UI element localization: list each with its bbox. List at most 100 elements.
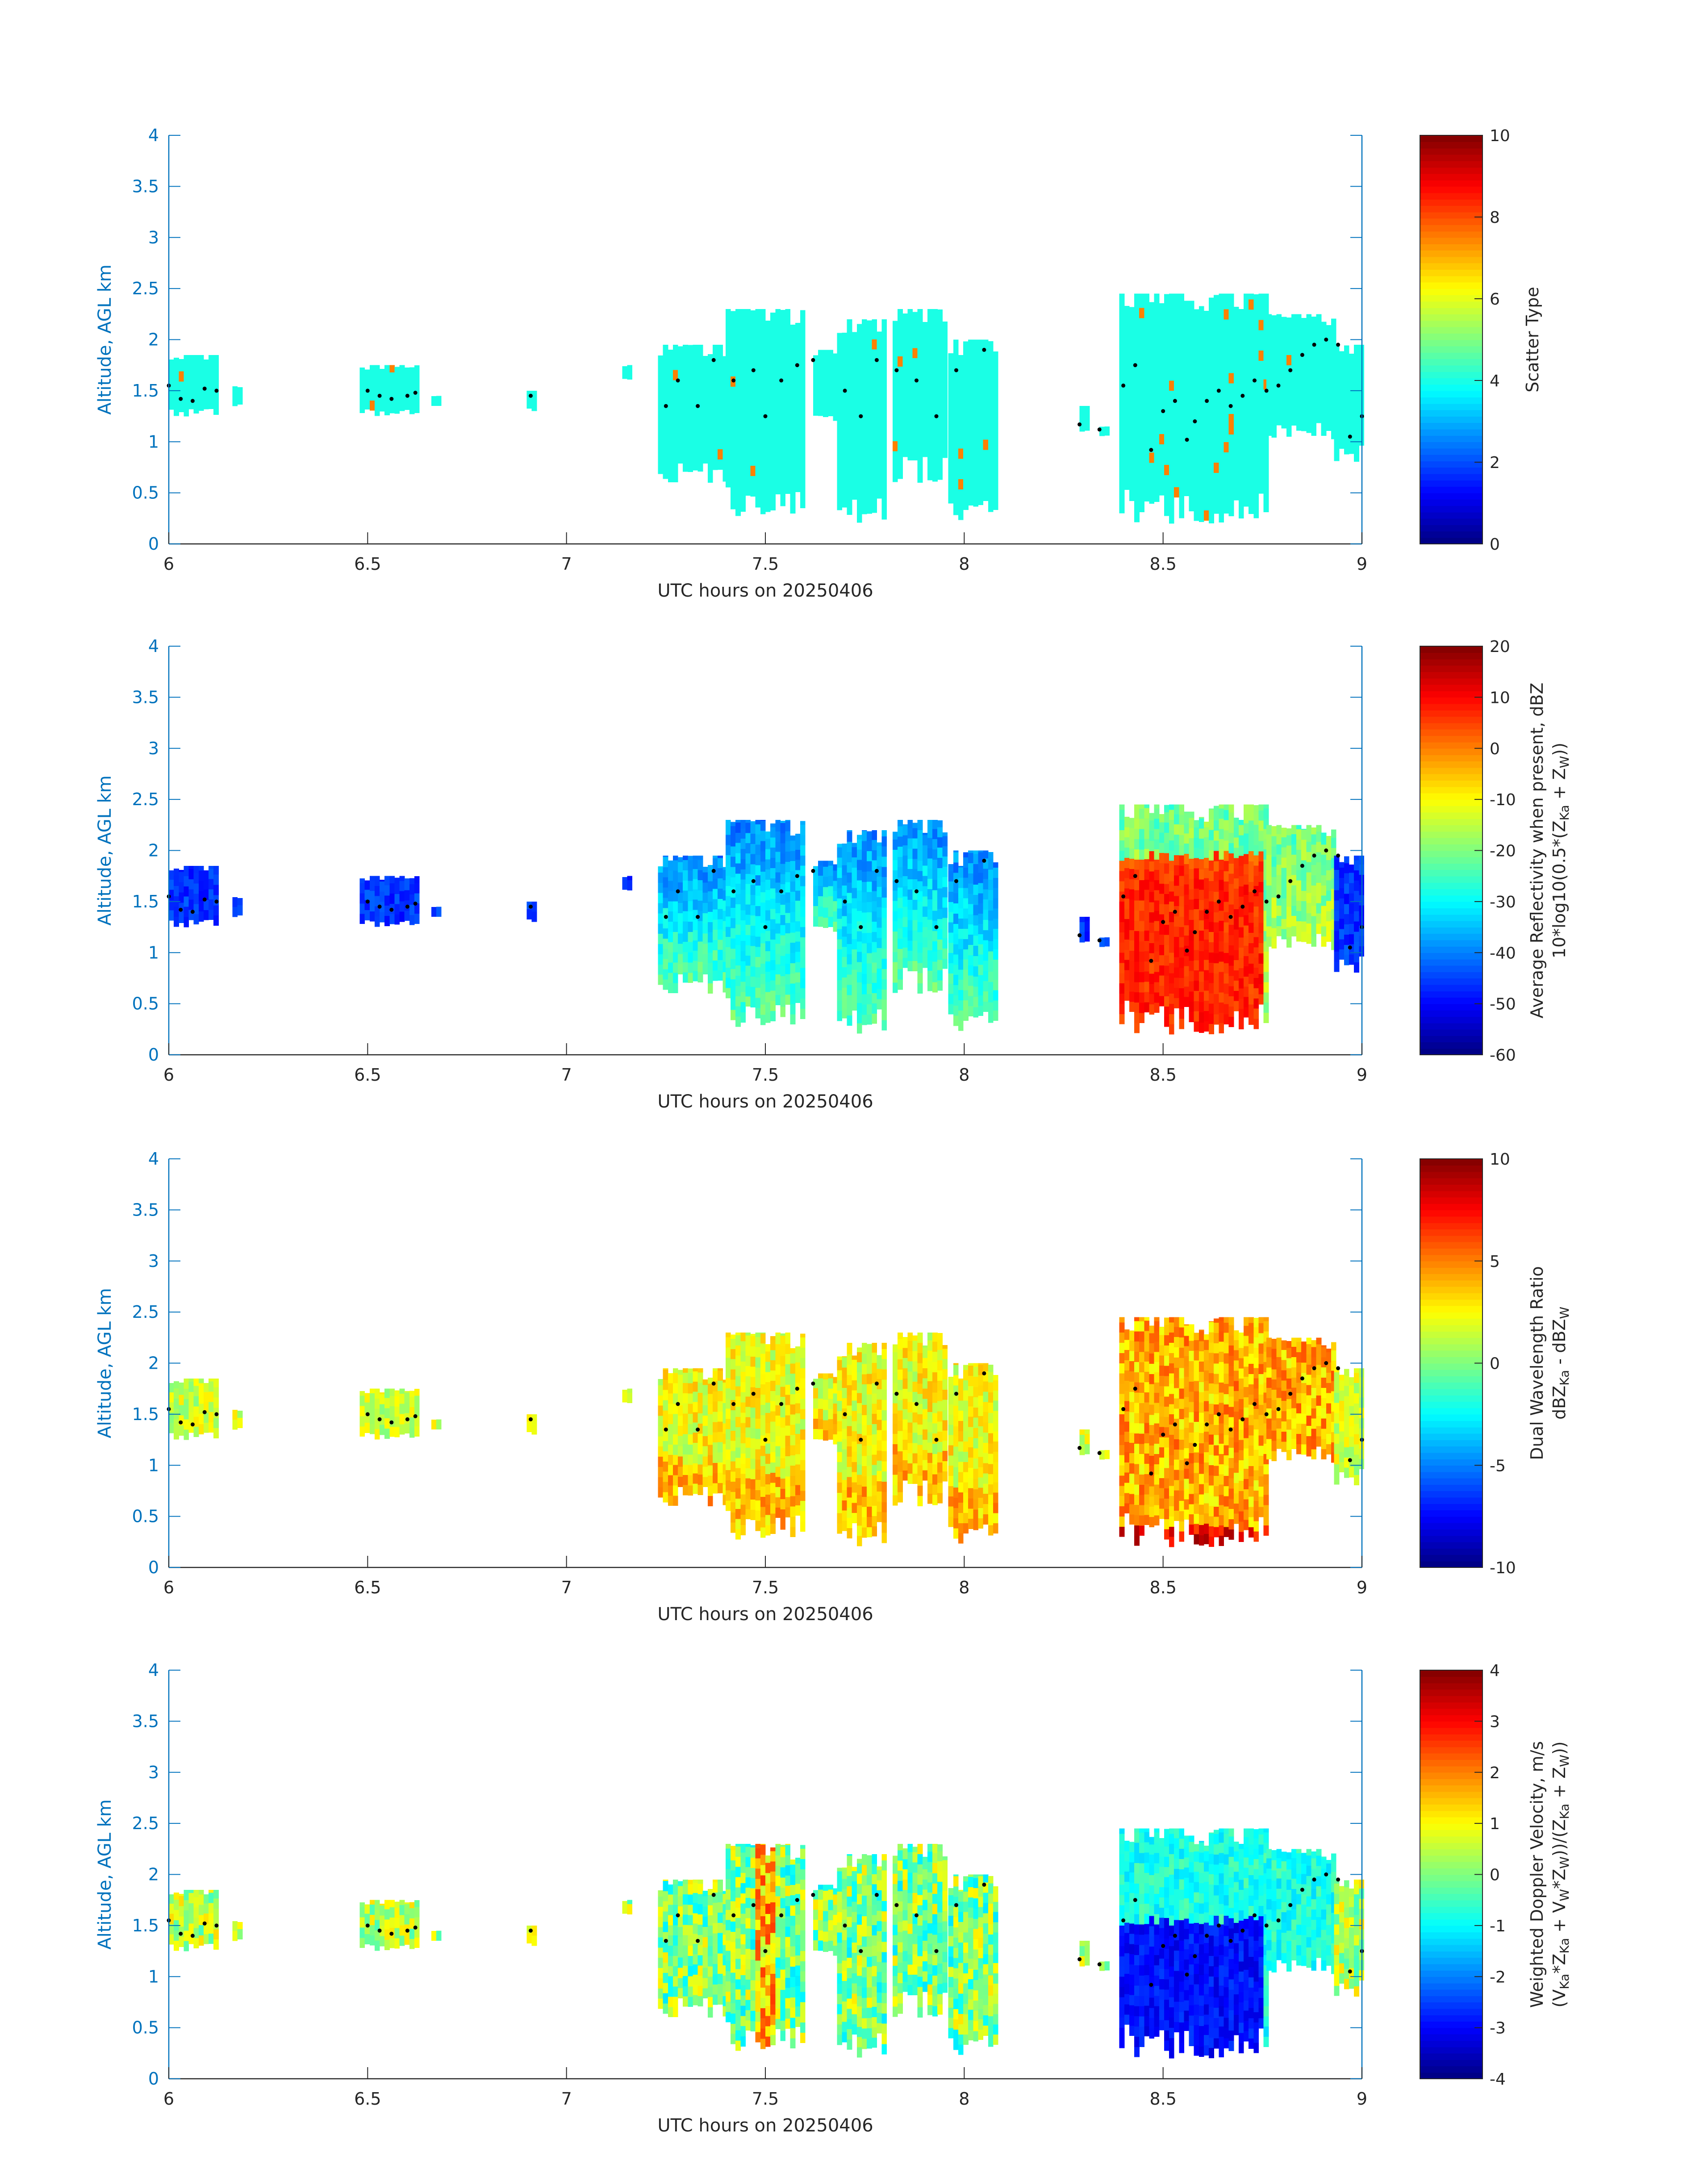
heatmap-cell xyxy=(922,896,928,907)
heatmap-cell xyxy=(765,501,771,512)
heatmap-cell xyxy=(1169,983,1174,994)
heatmap-cell xyxy=(755,844,761,855)
heatmap-cell xyxy=(1253,855,1259,866)
heatmap-cell xyxy=(678,432,683,443)
heatmap-cell xyxy=(942,322,948,326)
colorbar-swatch xyxy=(1420,409,1482,417)
colorbar-swatch xyxy=(1420,920,1482,928)
heatmap-cell xyxy=(1154,440,1160,451)
heatmap-cell xyxy=(1179,385,1184,396)
heatmap-cell xyxy=(735,311,741,322)
colorbar-tick-label: -60 xyxy=(1490,1046,1516,1065)
heatmap-cell xyxy=(898,877,903,888)
heatmap-cell xyxy=(1139,911,1144,921)
heatmap-cell xyxy=(184,1409,189,1420)
heatmap-cell xyxy=(731,979,736,990)
heatmap-cell xyxy=(198,400,204,411)
heatmap-cell xyxy=(1238,457,1244,468)
heatmap-cell xyxy=(1174,364,1179,375)
heatmap-cell xyxy=(978,1005,984,1016)
heatmap-cell xyxy=(188,389,194,399)
heatmap-cell xyxy=(745,986,751,997)
heatmap-cell xyxy=(1194,510,1199,521)
heatmap-cell xyxy=(1339,919,1345,929)
heatmap-cell xyxy=(658,1425,664,1437)
heatmap-cell xyxy=(765,1344,771,1352)
heatmap-cell xyxy=(672,1393,678,1404)
heatmap-cell xyxy=(837,867,842,878)
heatmap-cell xyxy=(958,458,964,469)
heatmap-cell xyxy=(678,1384,683,1396)
heatmap-cell xyxy=(1249,391,1254,402)
heatmap-cell xyxy=(697,1484,703,1495)
heatmap-cell xyxy=(973,414,979,425)
heatmap-cell xyxy=(780,465,786,476)
y-tick-label: 3.5 xyxy=(132,176,159,196)
heatmap-cell xyxy=(725,824,731,835)
heatmap-cell xyxy=(1281,397,1287,408)
y-tick-label: 3 xyxy=(148,739,159,758)
heatmap-cell xyxy=(932,839,938,850)
heatmap-cell xyxy=(988,869,994,880)
heatmap-cell xyxy=(713,1371,718,1381)
heatmap-cell xyxy=(702,1415,708,1426)
heatmap-cell xyxy=(725,1357,731,1368)
heatmap-cell xyxy=(1349,934,1354,944)
heatmap-cell xyxy=(1124,847,1130,858)
heatmap-cell xyxy=(1174,303,1179,314)
heatmap-cell xyxy=(917,840,923,851)
heatmap-cell xyxy=(837,847,842,858)
heatmap-cell xyxy=(174,1388,179,1399)
heatmap-cell xyxy=(872,431,877,442)
heatmap-cell xyxy=(1339,898,1345,909)
heatmap-cell xyxy=(1339,418,1345,429)
heatmap-cell xyxy=(1159,321,1165,332)
cloud-base-point xyxy=(405,393,409,398)
heatmap-cell xyxy=(188,1422,194,1433)
heatmap-cell xyxy=(693,439,698,450)
heatmap-cell xyxy=(740,419,746,430)
heatmap-cell xyxy=(877,334,882,346)
heatmap-cell xyxy=(937,820,943,827)
heatmap-cell xyxy=(731,397,736,407)
heatmap-cell xyxy=(833,911,839,922)
cloud-base-point xyxy=(190,910,195,914)
heatmap-cell xyxy=(902,365,908,376)
heatmap-cell xyxy=(1174,446,1179,457)
heatmap-cell xyxy=(1286,937,1292,948)
heatmap-cell xyxy=(1271,406,1277,418)
cloud-base-point xyxy=(1336,853,1341,858)
colorbar-swatch xyxy=(1420,742,1482,749)
heatmap-cell xyxy=(697,961,703,973)
heatmap-cell xyxy=(1134,869,1140,880)
heatmap-cell xyxy=(750,1489,756,1500)
heatmap-cell xyxy=(731,458,736,469)
heatmap-cell xyxy=(872,860,877,871)
heatmap-cell xyxy=(790,370,796,381)
heatmap-cell xyxy=(1164,873,1169,884)
heatmap-cell xyxy=(1134,389,1140,400)
heatmap-cell xyxy=(394,393,400,404)
heatmap-cell xyxy=(399,1388,405,1394)
heatmap-cell xyxy=(672,349,678,360)
heatmap-cell xyxy=(907,439,913,451)
heatmap-cell xyxy=(668,1403,673,1414)
heatmap-cell xyxy=(780,322,786,333)
heatmap-cell xyxy=(867,943,872,953)
colorbar-swatch xyxy=(1420,422,1482,430)
heatmap-cell xyxy=(169,399,174,410)
heatmap-cell xyxy=(927,858,933,869)
heatmap-cell xyxy=(837,969,842,980)
heatmap-cell xyxy=(755,1521,761,1531)
heatmap-cell xyxy=(1228,424,1234,435)
heatmap-cell xyxy=(740,491,746,502)
heatmap-cell xyxy=(1129,889,1135,900)
heatmap-cell xyxy=(1189,817,1194,828)
heatmap-cell xyxy=(852,448,857,459)
heatmap-cell xyxy=(1204,311,1209,317)
heatmap-cell xyxy=(963,877,969,888)
heatmap-cell xyxy=(1199,307,1204,318)
heatmap-cell xyxy=(663,897,668,908)
heatmap-cell xyxy=(937,326,943,337)
heatmap-cell xyxy=(627,365,633,370)
